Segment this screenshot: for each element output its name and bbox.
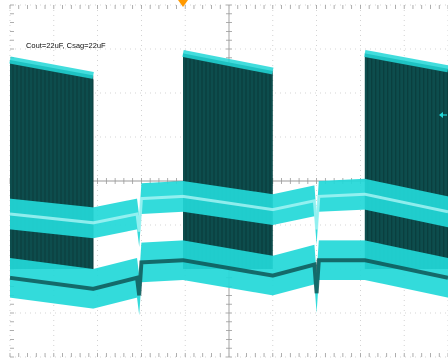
- square-wave-top-edge-1: [9, 56, 94, 79]
- level-arrow-icon: [439, 112, 443, 118]
- band-center-line-2: [9, 258, 448, 296]
- square-wave-block-2: [183, 53, 273, 270]
- annotation-label: Cout=22uF, Csag=22uF: [26, 41, 106, 50]
- traces: [9, 49, 448, 316]
- trigger-marker-icon: [178, 0, 189, 7]
- band-center-line-1: [9, 192, 448, 232]
- square-wave-top-edge-2: [182, 49, 274, 75]
- square-wave-top-edge-3: [364, 49, 448, 73]
- markers: [178, 0, 447, 118]
